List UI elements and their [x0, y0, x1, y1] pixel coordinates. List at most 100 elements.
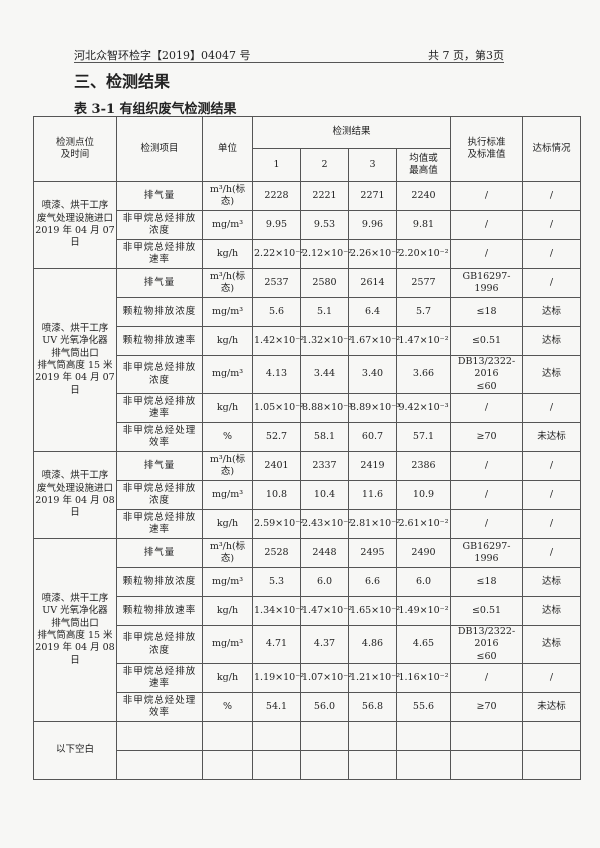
run-3-cell: 2.81×10⁻² [348, 509, 400, 540]
empty-cell [348, 750, 397, 781]
empty-cell [522, 750, 582, 781]
header-run-3: 3 [348, 148, 397, 182]
run-2-cell: 1.07×10⁻² [300, 663, 352, 694]
results-table: 检测点位 及时间 检测项目 单位 检测结果 执行标准 及标准值 达标情况 1 2… [33, 116, 582, 781]
run-1-cell: 10.8 [252, 480, 301, 511]
run-1-cell: 54.1 [252, 692, 301, 723]
standard-cell: / [450, 451, 524, 482]
run-2-cell: 6.0 [300, 567, 349, 598]
table-row: 喷漆、烘干工序 废气处理设施进口 2019 年 04 月 07 日排气量 m³/h… [33, 181, 582, 269]
run-1-cell: 1.34×10⁻² [252, 596, 304, 627]
run-2-cell: 2337 [300, 451, 349, 482]
status-cell: 达标 [522, 567, 582, 598]
empty-cell [202, 721, 253, 752]
unit-cell: kg/h [202, 509, 253, 540]
run-3-cell: 6.6 [348, 567, 397, 598]
status-cell: / [522, 210, 582, 240]
item-cell: 非甲烷总烃排放速率 [116, 509, 203, 540]
run-2-cell: 2448 [300, 538, 349, 569]
average-cell: 1.16×10⁻² [395, 663, 452, 694]
standard-cell: GB16297-1996 [450, 538, 524, 569]
table-row: 非甲烷总烃排放浓度 mg/m³ 9.95 9.53 9.96 9.81// [34, 210, 582, 240]
run-1-cell: 2401 [252, 451, 301, 482]
item-cell: 非甲烷总烃处理效率 [116, 422, 203, 453]
empty-cell [395, 750, 452, 781]
location-cell: 喷漆、烘干工序 废气处理设施进口 2019 年 04 月 08 日 [33, 451, 117, 540]
run-2-cell: 2580 [300, 268, 349, 298]
standard-cell: / [450, 181, 524, 211]
table-row: 非甲烷总烃处理效率% 54.1 56.0 56.8 55.6 ≥70 未达标 [34, 692, 582, 723]
standard-cell: ≤18 [450, 567, 524, 598]
run-1-cell: 2528 [252, 538, 301, 569]
status-cell: / [522, 181, 582, 211]
empty-cell [252, 721, 301, 752]
status-cell: / [522, 268, 582, 298]
unit-cell: % [202, 692, 253, 723]
header-unit: 单位 [202, 116, 253, 182]
standard-cell: GB16297-1996 [450, 268, 524, 298]
run-1-cell: 4.13 [252, 354, 301, 395]
run-1-cell: 1.19×10⁻² [252, 663, 304, 694]
run-3-cell: 1.21×10⁻² [348, 663, 400, 694]
run-1-cell: 2.59×10⁻² [252, 509, 304, 540]
unit-cell: mg/m³ [202, 567, 253, 598]
standard-cell: / [450, 210, 524, 240]
run-1-cell: 52.7 [252, 422, 301, 453]
item-cell: 非甲烷总烃排放浓度 [116, 354, 203, 395]
table-row: 颗粒物排放浓度 mg/m³ 5.3 6.0 6.6 6.0 ≤18 达标 [34, 567, 582, 598]
unit-cell: kg/h [202, 393, 253, 424]
standard-cell: / [450, 239, 524, 269]
unit-cell: kg/h [202, 326, 253, 356]
status-cell: / [522, 480, 582, 511]
average-cell: 10.9 [395, 480, 452, 511]
empty-cell [252, 750, 301, 781]
run-3-cell: 60.7 [348, 422, 397, 453]
empty-cell [202, 750, 253, 781]
run-2-cell: 56.0 [300, 692, 349, 723]
run-3-cell: 2.26×10⁻² [348, 239, 400, 269]
unit-cell: mg/m³ [202, 297, 253, 327]
unit-cell: kg/h [202, 663, 253, 694]
standard-cell: / [450, 509, 524, 540]
unit-cell: m³/h(标态) [202, 538, 253, 569]
standard-cell: ≥70 [450, 692, 524, 723]
blank-note: 以下空白 [33, 721, 117, 781]
run-1-cell: 2228 [252, 181, 301, 211]
standard-cell: ≤18 [450, 297, 524, 327]
blank-row [34, 750, 582, 781]
table-row: 非甲烷总烃排放速率 kg/h 2.59×10⁻² 2.43×10⁻² 2.81×10⁻²… [34, 509, 582, 540]
item-cell: 非甲烷总烃处理效率 [116, 692, 203, 723]
item-cell: 非甲烷总烃排放速率 [116, 663, 203, 694]
item-cell: 颗粒物排放速率 [116, 596, 203, 627]
run-2-cell: 3.44 [300, 354, 349, 395]
table-row: 非甲烷总烃排放浓度 mg/m³ 10.8 10.4 11.6 10.9// [34, 480, 582, 511]
run-1-cell: 2537 [252, 268, 301, 298]
table-row: 非甲烷总烃处理效率% 52.7 58.1 60.7 57.1 ≥70 未达标 [34, 422, 582, 453]
header-item: 检测项目 [116, 116, 203, 182]
average-cell: 2.61×10⁻² [395, 509, 452, 540]
table-row: 喷漆、烘干工序 废气处理设施进口 2019 年 04 月 08 日排气量 m³/h… [33, 451, 582, 540]
standard-cell: ≥70 [450, 422, 524, 453]
item-cell: 颗粒物排放浓度 [116, 567, 203, 598]
average-cell: 3.66 [395, 354, 452, 395]
table-row: 非甲烷总烃排放浓度 mg/m³ 4.71 4.37 4.86 4.65 DB13/2322-… [34, 625, 582, 665]
unit-cell: m³/h(标态) [202, 451, 253, 482]
run-1-cell: 5.3 [252, 567, 301, 598]
run-3-cell: 3.40 [348, 354, 397, 395]
run-1-cell: 5.6 [252, 297, 301, 327]
empty-cell [300, 721, 349, 752]
page-number: 共 7 页，第3页 [428, 49, 504, 62]
run-2-cell: 4.37 [300, 625, 349, 665]
empty-cell [450, 721, 524, 752]
table-caption: 表 3-1 有组织废气检测结果 [74, 102, 237, 117]
run-2-cell: 2.12×10⁻² [300, 239, 352, 269]
standard-cell: / [450, 393, 524, 424]
standard-cell: ≤0.51 [450, 326, 524, 356]
item-cell: 排气量 [116, 181, 203, 211]
average-cell: 4.65 [395, 625, 452, 665]
item-cell: 排气量 [116, 538, 203, 569]
average-cell: 9.42×10⁻³ [395, 393, 452, 424]
unit-cell: m³/h(标态) [202, 268, 253, 298]
item-cell: 非甲烷总烃排放速率 [116, 239, 203, 269]
run-1-cell: 1.42×10⁻² [252, 326, 304, 356]
